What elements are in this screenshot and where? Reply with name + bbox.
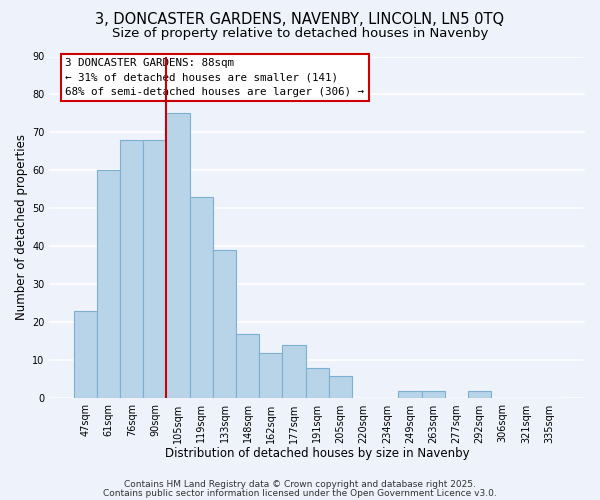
Bar [74,311,97,398]
Bar [190,197,213,398]
Bar [213,250,236,398]
Text: Contains HM Land Registry data © Crown copyright and database right 2025.: Contains HM Land Registry data © Crown c… [124,480,476,489]
Text: 3, DONCASTER GARDENS, NAVENBY, LINCOLN, LN5 0TQ: 3, DONCASTER GARDENS, NAVENBY, LINCOLN, … [95,12,505,28]
Text: Size of property relative to detached houses in Navenby: Size of property relative to detached ho… [112,28,488,40]
Bar [422,391,445,398]
Bar [236,334,259,398]
Bar [305,368,329,398]
Bar [259,353,283,399]
Bar [166,114,190,399]
Bar [97,170,120,398]
Text: Contains public sector information licensed under the Open Government Licence v3: Contains public sector information licen… [103,489,497,498]
Bar [468,391,491,398]
Bar [143,140,166,398]
Bar [120,140,143,398]
Y-axis label: Number of detached properties: Number of detached properties [15,134,28,320]
Bar [329,376,352,398]
Bar [283,346,305,399]
Text: 3 DONCASTER GARDENS: 88sqm
← 31% of detached houses are smaller (141)
68% of sem: 3 DONCASTER GARDENS: 88sqm ← 31% of deta… [65,58,364,97]
Bar [398,391,422,398]
X-axis label: Distribution of detached houses by size in Navenby: Distribution of detached houses by size … [165,447,470,460]
